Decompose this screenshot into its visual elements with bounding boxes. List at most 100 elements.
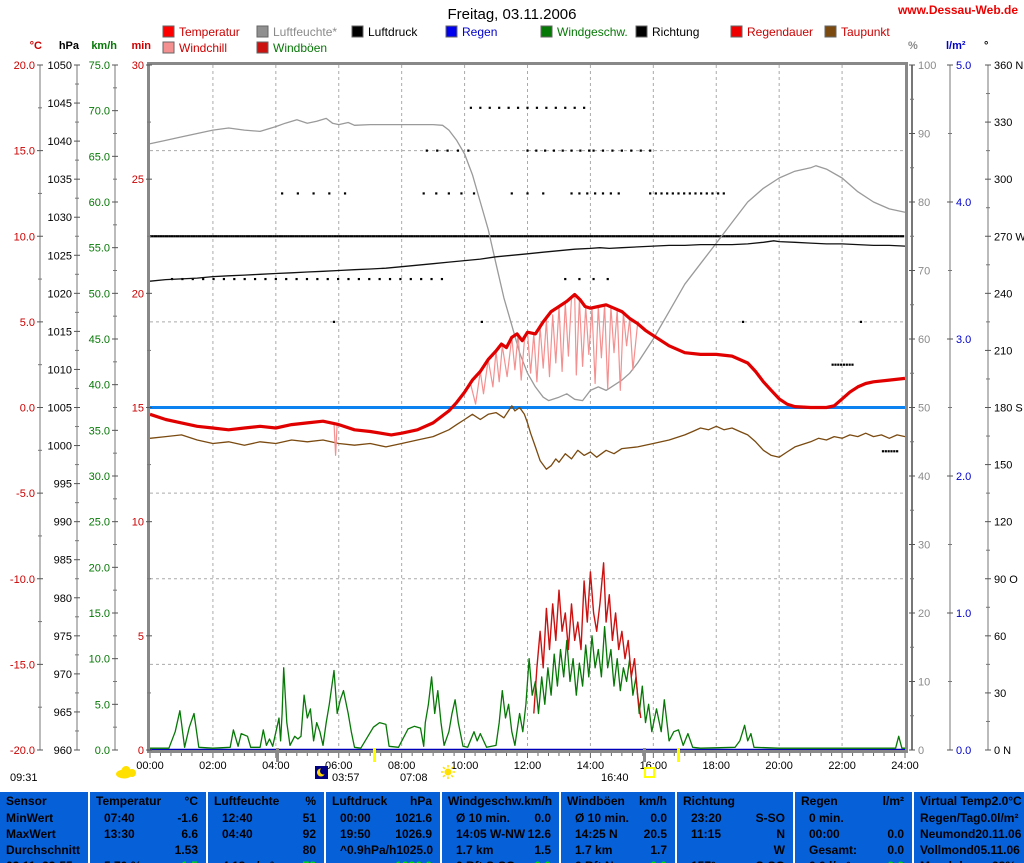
y-tick-label: 30.0 xyxy=(89,471,110,483)
richtung-dot xyxy=(252,235,255,238)
richtung-dot xyxy=(542,192,545,195)
legend-swatch xyxy=(730,25,743,38)
richtung-dot xyxy=(703,235,707,238)
richtung-dot xyxy=(630,149,633,152)
richtung-dot xyxy=(576,235,579,238)
richtung-dot xyxy=(732,235,735,238)
richtung-dot xyxy=(232,235,235,238)
y-tick-label: 5.0 xyxy=(20,317,35,329)
richtung-dot xyxy=(871,235,874,238)
richtung-dot xyxy=(591,235,594,238)
richtung-dot xyxy=(199,235,202,238)
series-windboeen xyxy=(533,562,642,719)
x-tick-label: 24:00 xyxy=(891,760,919,772)
richtung-dot xyxy=(890,450,893,453)
legend-swatch xyxy=(256,25,269,38)
cell-label: Sensor xyxy=(6,794,47,808)
richtung-dot xyxy=(562,235,566,238)
y-tick-label: 975 xyxy=(54,631,72,643)
y-tick-label: 70 xyxy=(918,266,930,278)
legend-item-label: Regen xyxy=(462,25,497,39)
richtung-dot xyxy=(540,235,544,238)
richtung-dot xyxy=(406,235,409,238)
richtung-dot xyxy=(351,235,354,238)
richtung-dot xyxy=(318,235,321,238)
richtung-dot xyxy=(578,235,581,238)
richtung-dot xyxy=(829,235,832,238)
richtung-dot xyxy=(343,192,347,195)
cell-label: 03.11. 23:55 xyxy=(0,858,73,863)
richtung-dot xyxy=(747,235,751,238)
site-link[interactable]: www.Dessau-Web.de xyxy=(897,3,1018,17)
richtung-dot xyxy=(457,235,460,238)
richtung-dot xyxy=(419,235,422,238)
cell-label: 19:50 xyxy=(340,827,371,841)
table-column: Windböen km/h Ø 10 min. 0.0 14:25 N 20.5 1.7 k… xyxy=(561,792,675,863)
x-tick-label: 14:00 xyxy=(577,760,605,772)
table-row: 1.53 xyxy=(90,842,206,858)
richtung-dot xyxy=(728,235,731,238)
richtung-dot xyxy=(556,235,559,238)
y-tick-label: 40.0 xyxy=(89,380,110,392)
cell-label: 4.18 g/m³ xyxy=(208,858,274,863)
x-tick-label: 06:00 xyxy=(325,760,353,772)
y-tick-label: 25 xyxy=(132,174,144,186)
richtung-dot xyxy=(320,235,323,238)
richtung-dot xyxy=(483,235,486,238)
richtung-dot xyxy=(888,235,891,238)
richtung-dot xyxy=(397,235,400,238)
table-header-row: Windgeschw.km/h xyxy=(442,792,559,810)
richtung-dot xyxy=(602,235,605,238)
cell-value: 6.6 xyxy=(181,827,198,841)
richtung-dot xyxy=(466,235,469,238)
richtung-dot xyxy=(620,235,623,238)
richtung-dot xyxy=(435,192,438,195)
richtung-dot xyxy=(684,235,687,238)
richtung-dot xyxy=(477,235,480,238)
richtung-dot xyxy=(594,192,597,195)
richtung-dot xyxy=(778,235,781,238)
table-row: 00:00 1021.6 xyxy=(326,810,440,826)
sunmoon-time: 09:31 xyxy=(10,772,38,784)
richtung-dot xyxy=(157,235,160,238)
y-tick-label: -5.0 xyxy=(16,488,35,500)
richtung-dot xyxy=(435,235,438,238)
richtung-dot xyxy=(805,235,808,238)
richtung-dot xyxy=(899,235,903,238)
y-tick-label: 1010 xyxy=(48,364,72,376)
richtung-dot xyxy=(893,235,896,238)
richtung-dot xyxy=(642,235,645,238)
richtung-dot xyxy=(331,235,334,238)
richtung-dot xyxy=(725,235,729,238)
richtung-dot xyxy=(554,106,557,109)
richtung-dot xyxy=(884,235,887,238)
richtung-dot xyxy=(439,235,442,238)
richtung-dot xyxy=(711,192,714,195)
richtung-dot xyxy=(719,235,722,238)
table-row: MaxWert xyxy=(0,826,88,842)
richtung-dot xyxy=(521,235,524,238)
richtung-dot xyxy=(469,106,472,109)
richtung-dot xyxy=(210,235,213,238)
cell-value: 0.0 xyxy=(887,843,904,857)
richtung-dot xyxy=(893,450,896,453)
richtung-dot xyxy=(292,235,295,238)
cell-value: 2.0°C xyxy=(991,794,1022,808)
richtung-dot xyxy=(472,192,476,195)
cell-label: 13:30 xyxy=(104,827,135,841)
richtung-dot xyxy=(507,106,510,109)
y-tick-label: 270 W xyxy=(994,231,1024,243)
richtung-dot xyxy=(285,277,288,281)
y-tick-label: 5.0 xyxy=(95,699,110,711)
table-row: 14:25 N 20.5 xyxy=(561,826,675,842)
table-row: 1.7 km 1.7 xyxy=(561,842,675,858)
richtung-dot xyxy=(637,235,640,238)
cell-value xyxy=(80,792,88,810)
richtung-dot xyxy=(875,235,878,238)
weather-chart: Freitag, 03.11.2006 www.Dessau-Web.de °C… xyxy=(10,3,1024,784)
axis-unit-pct: % xyxy=(908,40,918,52)
y-tick-label: 1045 xyxy=(48,98,72,110)
richtung-dot xyxy=(639,149,642,152)
